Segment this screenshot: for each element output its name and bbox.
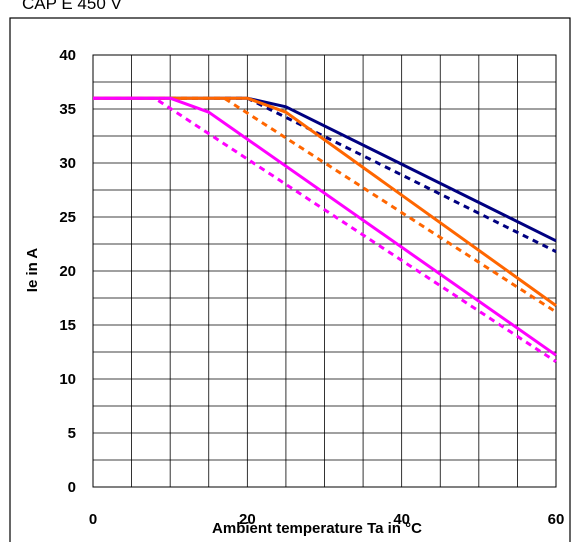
x-tick-label: 0: [89, 511, 97, 528]
header-clipped-text: CAP E 450 V: [22, 0, 123, 13]
y-tick-label: 20: [59, 263, 76, 280]
tick-labels: 0 5 10 15 20 25 30 35 40 0 20 40 60: [59, 47, 564, 528]
y-tick-label: 35: [59, 101, 76, 118]
x-tick-label: 40: [393, 511, 410, 528]
y-tick-label: 15: [59, 317, 76, 334]
y-tick-label: 0: [68, 479, 76, 496]
y-axis-label: Ie in A: [24, 248, 41, 293]
y-tick-label: 25: [59, 209, 76, 226]
x-tick-label: 60: [548, 511, 565, 528]
y-tick-label: 40: [59, 47, 76, 64]
x-axis-label: Ambient temperature Ta in °C: [212, 520, 422, 537]
x-tick-label: 20: [239, 511, 256, 528]
y-tick-label: 10: [59, 371, 76, 388]
y-tick-label: 30: [59, 155, 76, 172]
grid: [92, 54, 557, 488]
y-tick-label: 5: [68, 425, 76, 442]
series-group: [93, 96, 557, 363]
